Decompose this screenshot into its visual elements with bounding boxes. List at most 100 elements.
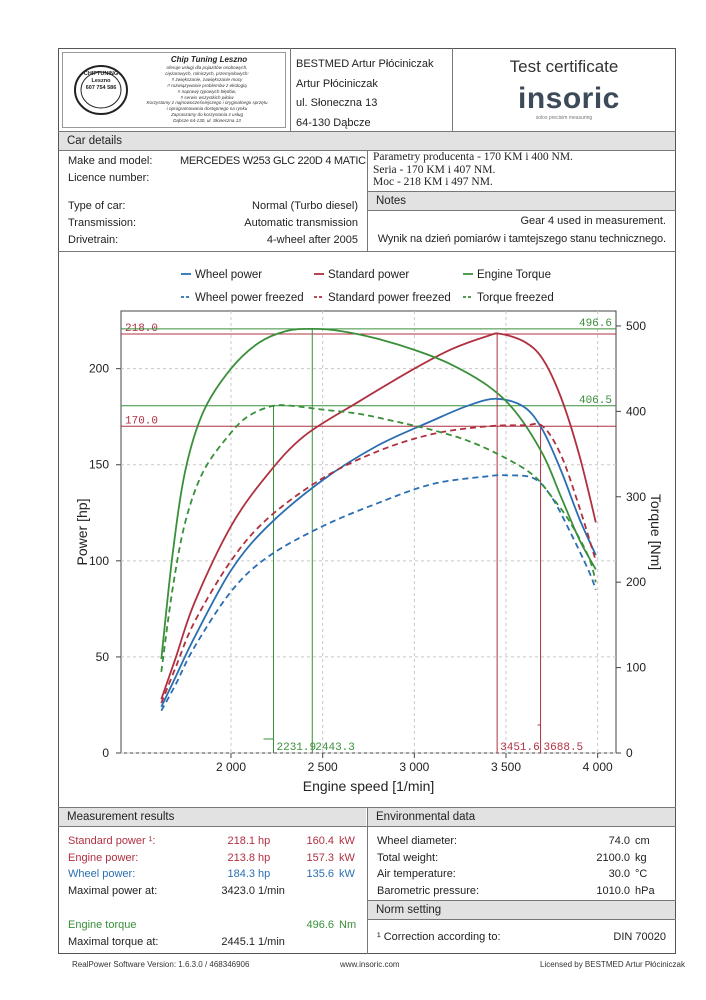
max-power-value: 3423.0 [221, 885, 255, 897]
engine-power-kw: 157.3 [306, 852, 334, 864]
wheel-diameter-unit: cm [635, 835, 650, 847]
make-label: Make and model: [68, 155, 153, 167]
torque-freeze-rpm-marker-label: 2231.9 [277, 742, 317, 754]
logo-text-line: Dąbcze 64-130, ul. Słoneczna 13 [173, 118, 241, 124]
footer-license: Licensed by BESTMED Artur Płóciniczak [540, 960, 685, 969]
logo-text-line: oferuje usługi dla pojazdów osobowych, [166, 65, 248, 70]
footer-website[interactable]: www.insoric.com [340, 960, 400, 969]
y-tick-label: 100 [89, 554, 109, 568]
power-max-rpm-marker-label: 3451.6 [500, 742, 540, 754]
environment-header: Environmental data [368, 808, 675, 826]
company-city: 64-130 Dąbcze [296, 116, 371, 129]
type-label: Type of car: [68, 200, 126, 212]
engine-power-label: Engine power: [68, 852, 139, 864]
engine-power-hp: 213.8 [227, 852, 255, 864]
barometric-pressure-value: 1010.0 [596, 885, 630, 897]
notes-title: Notes [376, 195, 407, 207]
logo-title: Chip Tuning Leszno [170, 55, 248, 64]
insoric-brand-block: Test certificate insoric solos precisim … [456, 52, 672, 128]
licence-label: Licence number: [68, 172, 150, 184]
series-wheel-power-freezed [160, 474, 597, 712]
note-line: Gear 4 used in measurement. [520, 215, 666, 227]
legend-label: Wheel power [195, 269, 262, 281]
legend-label: Torque freezed [477, 292, 554, 304]
standard-power-kw-unit: kW [339, 835, 355, 847]
norm-value: DIN 70020 [613, 931, 666, 943]
power-freeze-rpm-marker-label: 3688.5 [544, 742, 584, 754]
air-temperature-label: Air temperature: [377, 868, 456, 880]
logo-badge-sub: Leszno [91, 78, 111, 84]
x-tick-label: 2 000 [216, 760, 246, 774]
y2-tick-label: 500 [626, 319, 646, 333]
standard-power-hp-unit: hp [258, 835, 271, 847]
shop-logo: CHIPTUNING Leszno 607 754 586 Chip Tunin… [62, 52, 286, 128]
air-temperature-unit: °C [635, 868, 648, 880]
plot-area [120, 310, 617, 754]
transmission-value: Automatic transmission [244, 217, 358, 229]
max-torque-value: 2445.1 [221, 936, 255, 948]
torque-freeze-marker-label: 406.5 [579, 395, 612, 407]
logo-badge: CHIPTUNING Leszno 607 754 586 [80, 71, 122, 92]
y-tick-label: 0 [102, 746, 109, 760]
logo-badge-text: CHIPTUNING [83, 71, 119, 77]
company-name: BESTMED Artur Płóciniczak [296, 58, 434, 70]
logo-text-line: Korzystamy z najnowocześniejszego i oryg… [146, 100, 268, 106]
logo-text-line: Zapraszamy do korzystania z usług [171, 112, 243, 118]
wheel-power-hp: 184.3 [227, 868, 255, 880]
series-engine-torque [160, 327, 597, 660]
params-line: Seria - 170 KM i 407 NM. [373, 163, 496, 176]
norm-header: Norm setting [368, 901, 675, 919]
y-tick-label: 50 [96, 650, 110, 664]
drivetrain-value: 4-wheel after 2005 [266, 234, 358, 246]
y2-tick-label: 400 [626, 404, 646, 418]
car-details-title: Car details [67, 135, 122, 147]
barometric-pressure-label: Barometric pressure: [377, 885, 480, 897]
air-temperature-value: 30.0 [608, 868, 630, 880]
max-power-label: Maximal power at: [68, 885, 158, 897]
params-line: Moc - 218 KM i 497 NM. [373, 176, 493, 188]
legend-label: Engine Torque [477, 269, 551, 281]
y-tick-label: 200 [89, 362, 109, 376]
barometric-pressure-unit: hPa [635, 885, 655, 897]
logo-phone: 607 754 586 [85, 85, 117, 91]
environment-title: Environmental data [376, 811, 476, 823]
wheel-power-kw-unit: kW [339, 868, 355, 880]
y2-tick-label: 100 [626, 661, 646, 675]
x-tick-label: 3 500 [491, 760, 521, 774]
x-tick-label: 2 500 [308, 760, 338, 774]
x-axis-title: Engine speed [1/min] [303, 778, 435, 794]
logo-text-line: !! naprawy typowych błędów, [177, 88, 237, 94]
type-value: Normal (Turbo diesel) [252, 200, 358, 212]
insoric-tagline: solos precisim measuring [535, 115, 593, 121]
logo-text-line: i oprogramowania dostępnego na rynku [166, 106, 248, 112]
engine-torque-unit: Nm [339, 919, 357, 931]
certificate-title: Test certificate [509, 57, 619, 76]
engine-torque-value: 496.6 [306, 919, 334, 931]
car-details-header: Car details [59, 132, 675, 150]
series-standard-power [160, 332, 597, 700]
y2-tick-label: 200 [626, 575, 646, 589]
wheel-diameter-label: Wheel diameter: [377, 835, 458, 847]
series-standard-power-freezed [160, 422, 597, 704]
total-weight-value: 2100.0 [596, 852, 630, 864]
company-owner: Artur Płóciniczak [296, 77, 378, 90]
logo-text-line: ciężarowych, rolniczych, przemysłowych: [165, 70, 249, 76]
note-line: Wynik na dzień pomiarów i tamtejszego st… [377, 233, 666, 245]
footer-software-version: RealPower Software Version: 1.6.3.0 / 46… [72, 960, 250, 969]
drivetrain-label: Drivetrain: [68, 234, 119, 246]
wheel-diameter-value: 74.0 [608, 835, 630, 847]
dyno-chart: 2 000 2 500 3 000 3 500 4 000 0 50 100 150 200 0 10… [74, 269, 664, 794]
series-wheel-power [160, 397, 597, 708]
power-freeze-marker-label: 170.0 [125, 415, 158, 427]
standard-power-label: Standard power ¹: [68, 835, 156, 847]
x-tick-label: 3 000 [399, 760, 429, 774]
company-address: BESTMED Artur Płóciniczak Artur Płócinic… [296, 55, 434, 133]
transmission-label: Transmission: [68, 217, 137, 229]
y2-tick-label: 0 [626, 746, 633, 760]
max-torque-unit: 1/min [258, 936, 285, 948]
max-power-unit: 1/min [258, 885, 285, 897]
series-torque-freezed [160, 404, 597, 673]
standard-power-kw: 160.4 [306, 835, 334, 847]
params-line: Parametry producenta - 170 KM i 400 NM. [373, 151, 573, 163]
engine-torque-label: Engine torque [68, 919, 137, 931]
